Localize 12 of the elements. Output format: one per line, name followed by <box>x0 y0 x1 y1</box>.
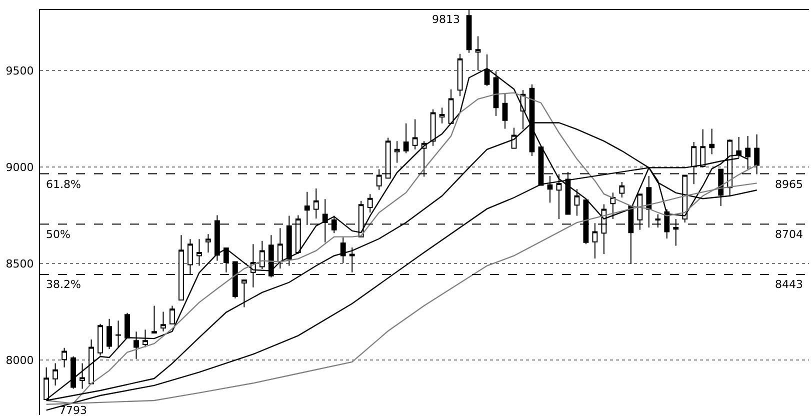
annotation: 38.2% <box>46 278 81 291</box>
ref-line-label: 8443 <box>775 278 803 291</box>
ref-line-label: 8704 <box>775 228 803 241</box>
y-tick-label: 9000 <box>6 160 34 174</box>
annotation: 9813 <box>432 13 460 26</box>
annotation: 50% <box>46 228 70 241</box>
ref-line-label: 8965 <box>775 178 803 191</box>
annotation: 61.8% <box>46 178 81 191</box>
annotation: 7793 <box>59 404 87 417</box>
y-tick-label: 8500 <box>6 257 34 270</box>
y-tick-label: 8000 <box>6 354 34 367</box>
y-tick-label: 9500 <box>6 64 34 78</box>
